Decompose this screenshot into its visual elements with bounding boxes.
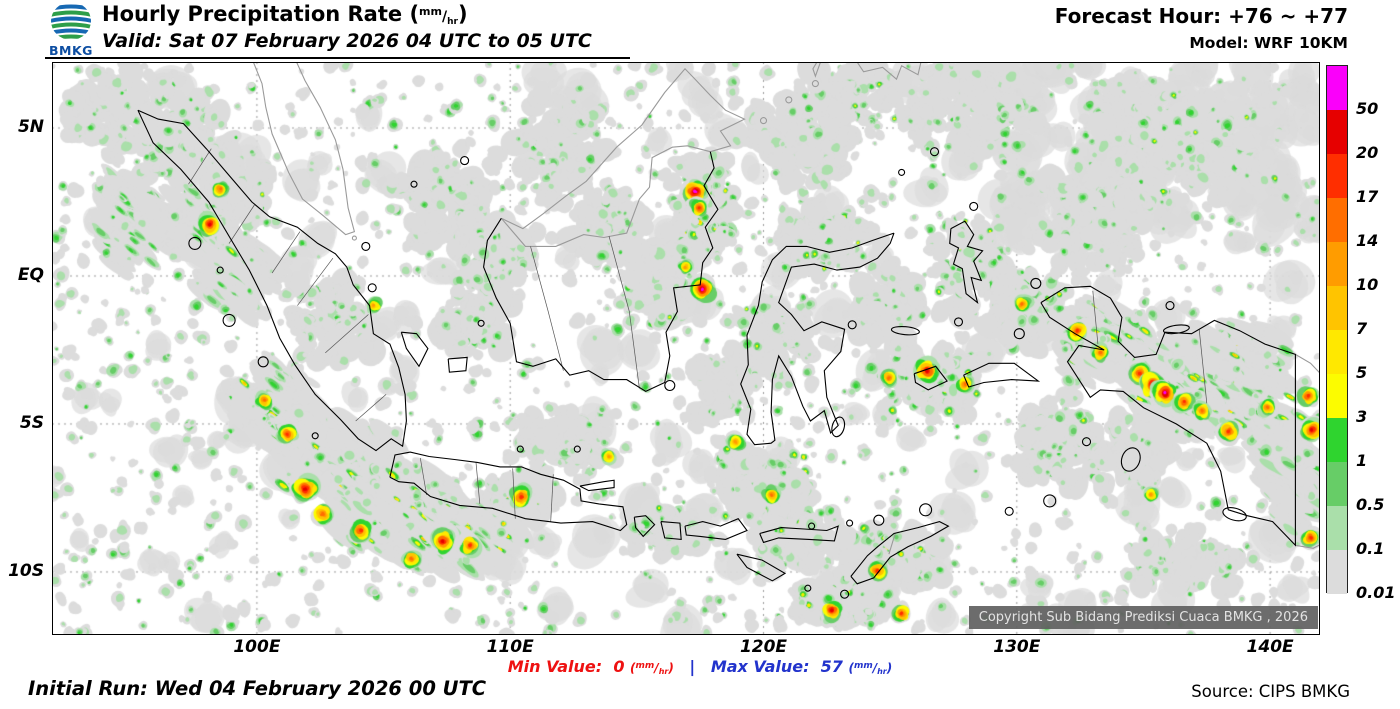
legend-band — [1327, 418, 1347, 462]
y-tick-label: EQ — [17, 264, 44, 285]
coastline-overlay — [137, 62, 1320, 599]
copyright-badge: Copyright Sub Bidang Prediksi Cuaca BMKG… — [968, 606, 1318, 629]
valid-time-label: Valid: Sat 07 February 2026 04 UTC to 05… — [102, 30, 592, 52]
legend-tick-label: 1 — [1356, 451, 1368, 470]
max-value-label: Max Value: 57 (mm/hr) — [710, 657, 893, 676]
x-tick-label: 120E — [739, 637, 788, 657]
legend-band — [1327, 198, 1347, 242]
minmax-separator: | — [689, 657, 696, 676]
legend-tick-label: 0.01 — [1356, 583, 1396, 602]
min-unit: (mm/hr) — [630, 661, 674, 676]
legend-tick-label: 20 — [1356, 143, 1379, 162]
legend-tick-label: 0.1 — [1356, 539, 1385, 558]
legend-band — [1327, 330, 1347, 374]
y-tick-label: 5S — [19, 412, 44, 433]
x-tick-label: 140E — [1246, 637, 1294, 657]
legend-tick-label: 0.5 — [1356, 495, 1385, 514]
x-tick-label: 130E — [993, 637, 1041, 657]
legend-tick-label: 5 — [1356, 363, 1368, 382]
legend-tick-label: 17 — [1356, 187, 1379, 206]
min-value: 0 — [613, 657, 625, 676]
legend-tick-label: 14 — [1356, 231, 1379, 250]
header-divider — [45, 57, 630, 59]
legend-band — [1327, 374, 1347, 418]
legend-tick-label: 3 — [1356, 407, 1368, 426]
color-scale-legend — [1326, 65, 1348, 594]
model-label: Model: WRF 10KM — [1189, 34, 1348, 52]
minmax-row: Min Value: 0 (mm/hr) | Max Value: 57 (mm… — [0, 657, 1400, 676]
legend-tick-label: 10 — [1356, 275, 1379, 294]
bmkg-logo-icon — [51, 2, 91, 40]
x-tick-label: 100E — [233, 637, 281, 657]
bmkg-logo: BMKG — [44, 1, 98, 58]
bmkg-logo-label: BMKG — [49, 43, 93, 58]
legend-band — [1327, 286, 1347, 330]
x-tick-label: 110E — [486, 637, 534, 657]
precipitation-canvas — [52, 62, 1320, 635]
legend-tick-label: 7 — [1356, 319, 1368, 338]
legend-band — [1327, 154, 1347, 198]
initial-run-label: Initial Run: Wed 04 February 2026 00 UTC — [28, 677, 487, 700]
legend-band — [1327, 242, 1347, 286]
min-value-label: Min Value: 0 (mm/hr) — [507, 657, 674, 676]
y-tick-label: 5N — [17, 117, 44, 137]
forecast-hour-label: Forecast Hour: +76 ~ +77 — [1054, 4, 1348, 28]
source-label: Source: CIPS BMKG — [1191, 682, 1350, 701]
legend-tick-label: 50 — [1356, 99, 1379, 118]
legend-band — [1327, 110, 1347, 154]
legend-band — [1327, 550, 1347, 594]
y-tick-label: 10S — [8, 560, 44, 581]
unit-fraction: mm/hr — [419, 5, 458, 27]
legend-band — [1327, 506, 1347, 550]
max-value: 57 — [820, 657, 843, 676]
page-title: Hourly Precipitation Rate (mm/hr) — [102, 2, 468, 27]
max-unit: (mm/hr) — [848, 661, 893, 676]
legend-band — [1327, 462, 1347, 506]
legend-band — [1327, 66, 1347, 110]
